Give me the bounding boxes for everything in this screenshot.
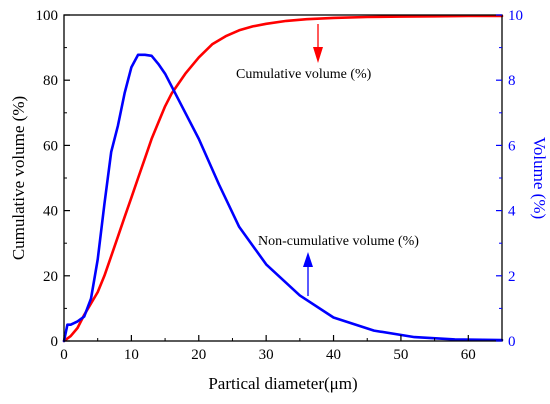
left-y-tick-label: 80 bbox=[43, 73, 58, 89]
right-y-tick-label: 6 bbox=[508, 138, 516, 154]
left-y-tick-label: 40 bbox=[43, 204, 58, 220]
x-tick-label: 0 bbox=[60, 347, 68, 363]
right-axis-ticks: 0 2 4 6 8 10 bbox=[496, 8, 523, 350]
left-y-tick-label: 0 bbox=[51, 334, 59, 350]
noncumulative-annotation-label: Non-cumulative volume (%) bbox=[258, 234, 419, 249]
x-axis-title: Partical diameter(μm) bbox=[208, 374, 357, 393]
left-y-axis-title: Cumulative volume (%) bbox=[9, 96, 28, 260]
x-tick-label: 20 bbox=[191, 347, 206, 363]
cumulative-annotation-arrow bbox=[313, 24, 323, 63]
x-tick-label: 10 bbox=[124, 347, 139, 363]
right-y-axis-title: Volume (%) bbox=[530, 137, 549, 219]
x-tick-label: 30 bbox=[259, 347, 274, 363]
x-tick-label: 50 bbox=[393, 347, 408, 363]
left-y-tick-label: 60 bbox=[43, 138, 58, 154]
x-tick-label: 60 bbox=[461, 347, 476, 363]
cumulative-annotation-label: Cumulative volume (%) bbox=[236, 67, 372, 82]
right-y-tick-label: 0 bbox=[508, 334, 516, 350]
bottom-axis-ticks: 0 10 20 30 40 50 60 bbox=[60, 335, 476, 363]
right-y-tick-label: 4 bbox=[508, 204, 516, 220]
x-tick-label: 40 bbox=[326, 347, 341, 363]
right-y-tick-label: 2 bbox=[508, 269, 516, 285]
left-axis-ticks: 0 20 40 60 80 100 bbox=[36, 8, 70, 350]
right-y-tick-label: 10 bbox=[508, 8, 523, 24]
noncumulative-volume-line bbox=[62, 53, 504, 343]
left-y-tick-label: 20 bbox=[43, 269, 58, 285]
right-y-tick-label: 8 bbox=[508, 73, 516, 89]
noncumulative-annotation-arrow bbox=[303, 252, 313, 296]
plot-frame bbox=[63, 14, 503, 342]
left-y-tick-label: 100 bbox=[36, 8, 59, 24]
series-layer bbox=[62, 14, 504, 343]
cumulative-volume-line bbox=[62, 14, 504, 343]
